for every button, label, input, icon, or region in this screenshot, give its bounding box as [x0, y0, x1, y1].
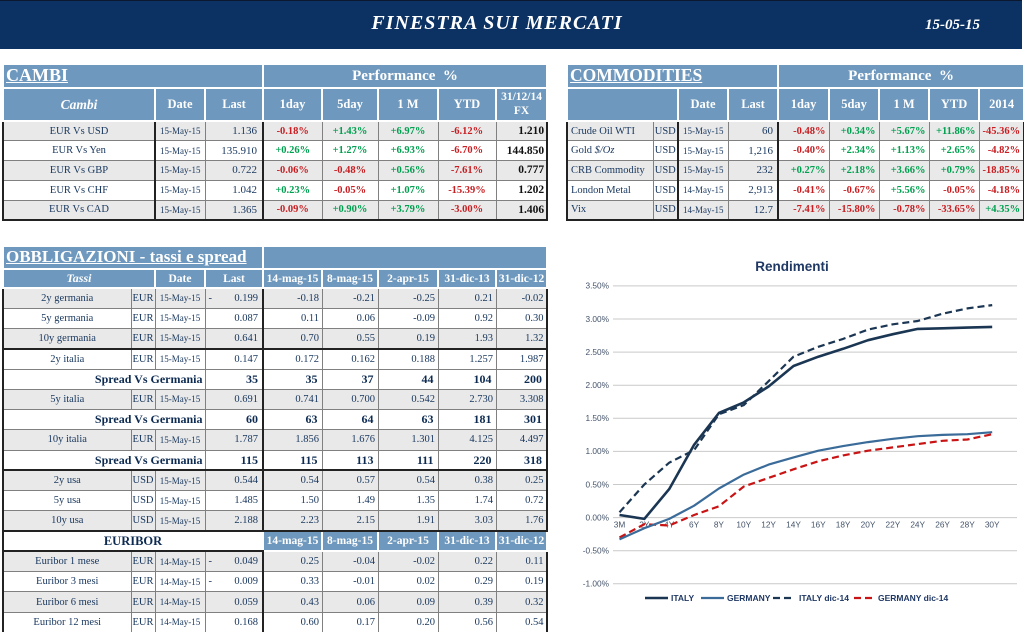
- svg-text:10Y: 10Y: [736, 520, 751, 530]
- svg-text:3M: 3M: [614, 520, 626, 530]
- svg-text:28Y: 28Y: [960, 520, 975, 530]
- svg-text:14Y: 14Y: [786, 520, 801, 530]
- svg-text:Rendimenti: Rendimenti: [755, 259, 829, 274]
- svg-text:1.50%: 1.50%: [585, 413, 609, 423]
- svg-text:0.50%: 0.50%: [585, 479, 609, 489]
- svg-text:22Y: 22Y: [886, 520, 901, 530]
- svg-text:30Y: 30Y: [985, 520, 1000, 530]
- svg-text:2.50%: 2.50%: [585, 347, 609, 357]
- svg-text:26Y: 26Y: [935, 520, 950, 530]
- svg-text:6Y: 6Y: [689, 520, 700, 530]
- svg-text:ITALY dic-14: ITALY dic-14: [799, 593, 849, 603]
- svg-text:18Y: 18Y: [836, 520, 851, 530]
- svg-text:GERMANY: GERMANY: [727, 593, 771, 603]
- svg-text:20Y: 20Y: [861, 520, 876, 530]
- svg-text:12Y: 12Y: [761, 520, 776, 530]
- svg-text:GERMANY dic-14: GERMANY dic-14: [878, 593, 948, 603]
- svg-text:-0.50%: -0.50%: [583, 546, 610, 556]
- svg-text:0.00%: 0.00%: [585, 512, 609, 522]
- svg-text:3.50%: 3.50%: [585, 281, 609, 291]
- svg-text:16Y: 16Y: [811, 520, 826, 530]
- svg-text:ITALY: ITALY: [671, 593, 694, 603]
- svg-text:8Y: 8Y: [714, 520, 725, 530]
- svg-text:1.00%: 1.00%: [585, 446, 609, 456]
- svg-text:24Y: 24Y: [910, 520, 925, 530]
- svg-text:-1.00%: -1.00%: [583, 579, 610, 589]
- svg-text:2.00%: 2.00%: [585, 380, 609, 390]
- svg-text:4Y: 4Y: [664, 520, 675, 530]
- svg-text:3.00%: 3.00%: [585, 314, 609, 324]
